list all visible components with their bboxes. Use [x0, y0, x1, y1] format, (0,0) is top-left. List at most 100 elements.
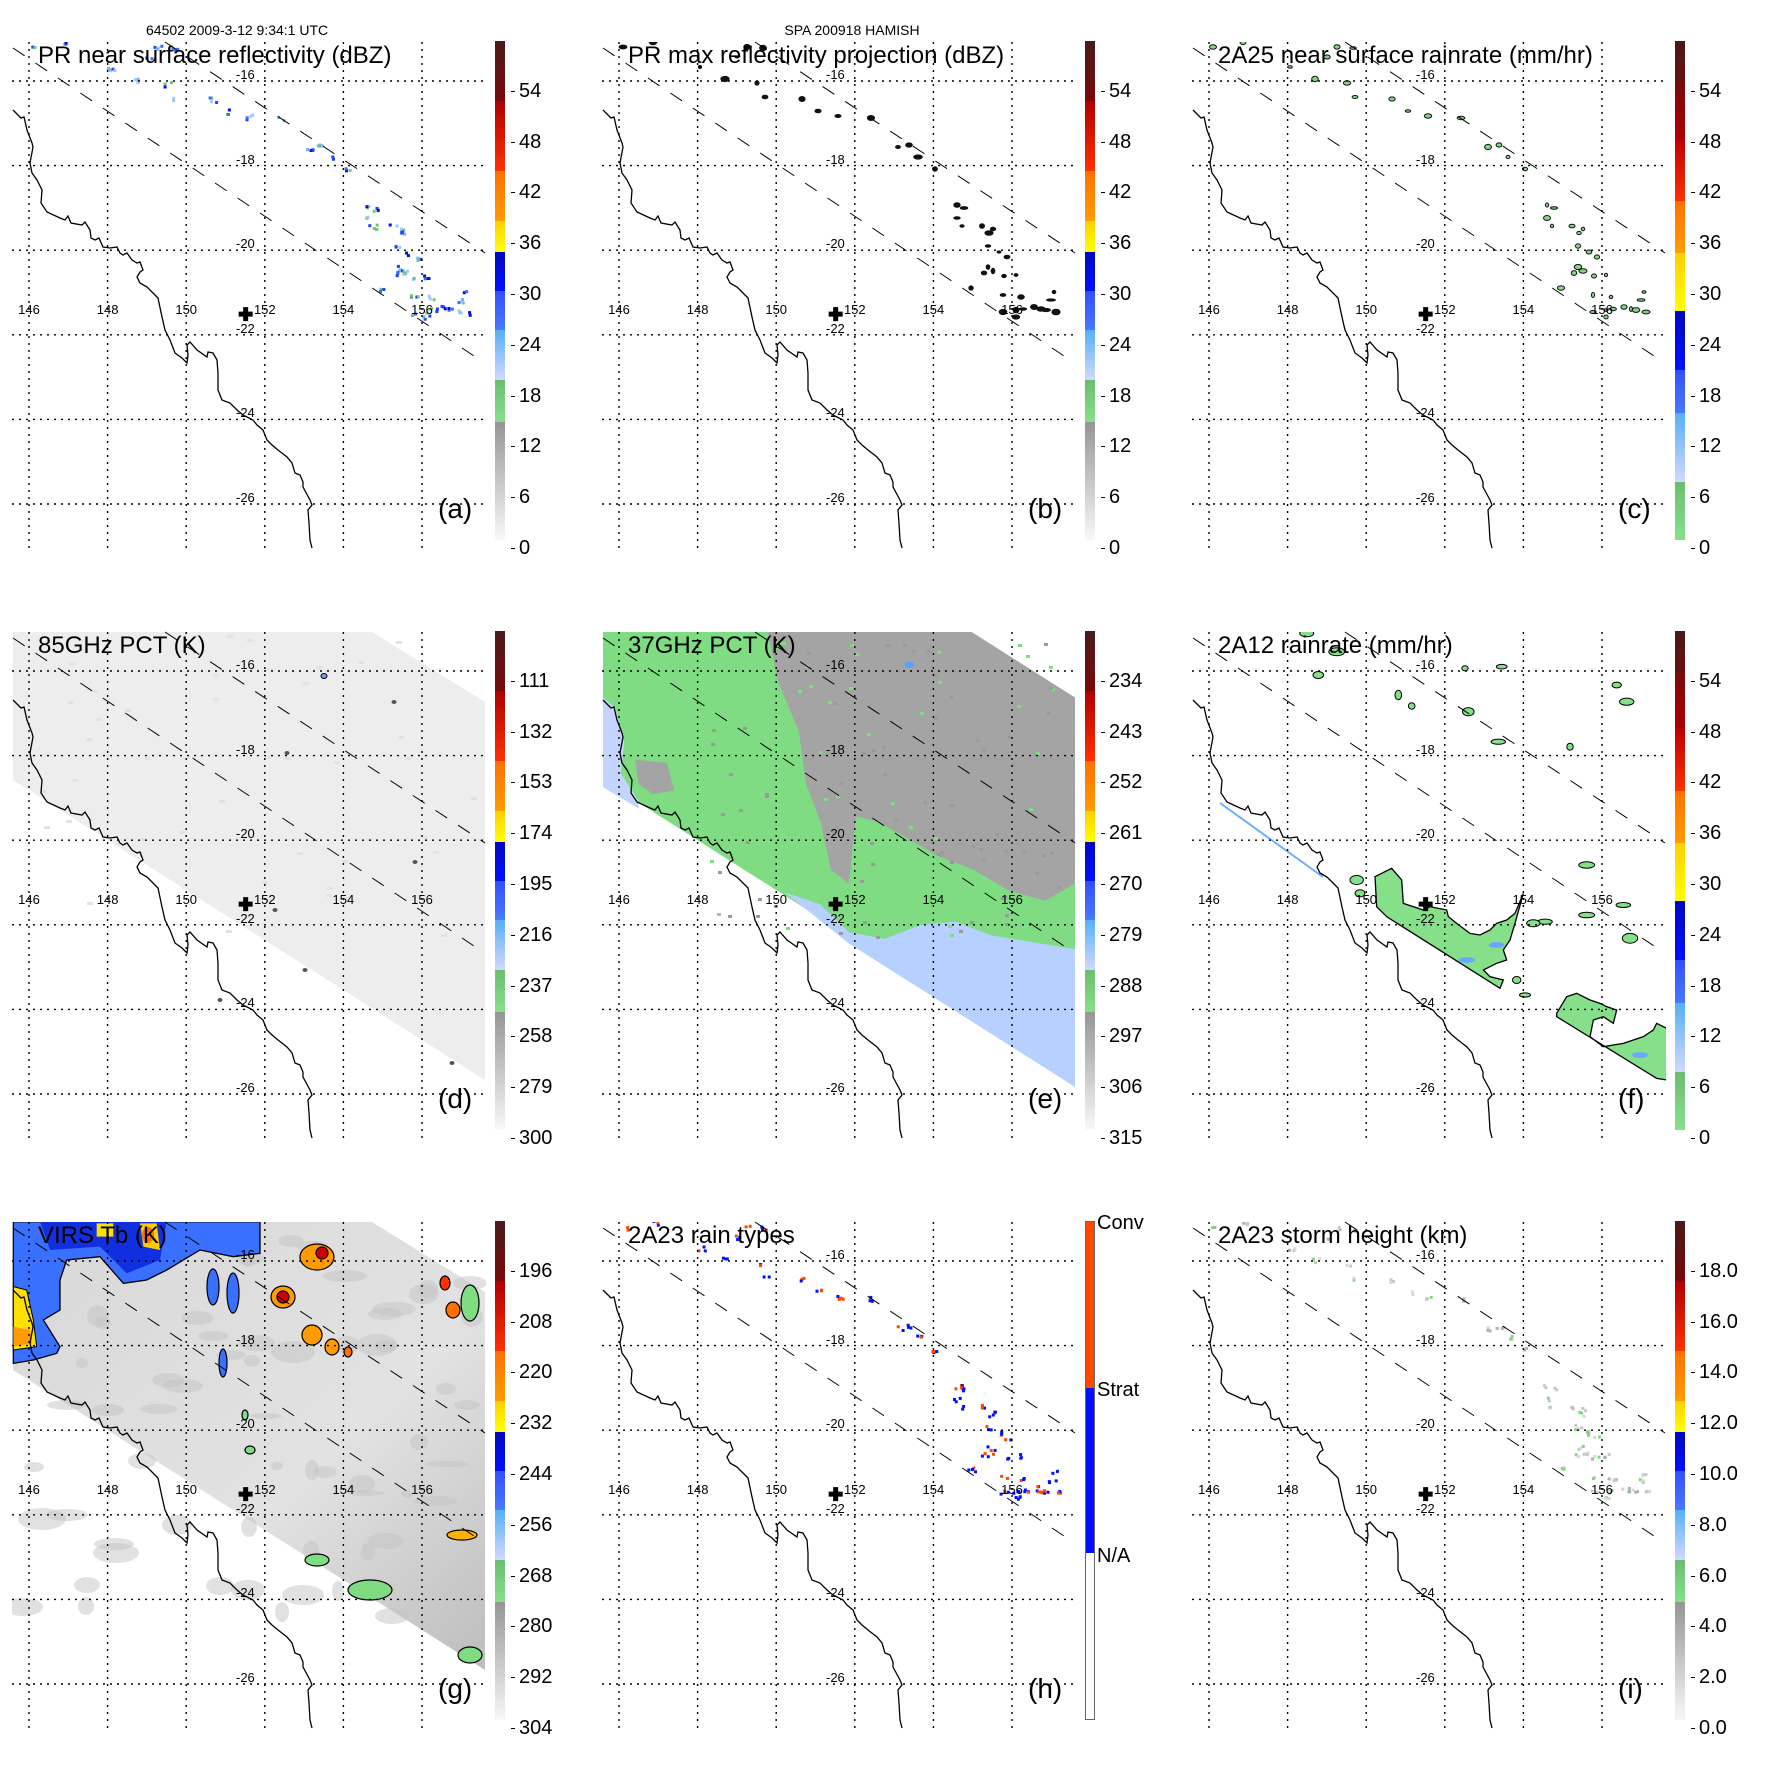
rain-cell — [1615, 902, 1632, 908]
colorbar-label: 315 — [1109, 1127, 1143, 1149]
swath-pixel — [950, 804, 954, 807]
reflectivity-echo — [422, 315, 426, 319]
max-reflectivity-echo — [985, 264, 991, 270]
rain-type-pixel — [896, 1325, 900, 1329]
swath-pixel — [721, 813, 725, 816]
storm-height-pixel — [1608, 1492, 1612, 1495]
colorbar-band — [1085, 842, 1095, 881]
colorbar-band — [495, 1470, 505, 1511]
storm-height-pixel — [1576, 1455, 1580, 1458]
max-reflectivity-echo — [754, 80, 760, 86]
rain-type-pixel — [764, 1228, 768, 1232]
colorbar-label: 232 — [519, 1412, 553, 1435]
rain-type-pixel — [1018, 1495, 1022, 1499]
rain-type-pixel — [980, 1406, 984, 1410]
storm-height-pixel — [1547, 1399, 1551, 1403]
swath-pixel — [871, 863, 875, 866]
reflectivity-echo — [405, 251, 408, 255]
colorbar-band — [1675, 253, 1685, 312]
lat-tick-label: -16 — [826, 1247, 845, 1262]
colorbar-tick — [1691, 192, 1695, 194]
storm-height-pixel — [1593, 1455, 1597, 1458]
pr-swath-edge — [602, 637, 1068, 949]
colorbar-label: 0 — [1699, 1127, 1711, 1149]
reflectivity-echo — [210, 96, 214, 100]
colorbar-band — [495, 330, 505, 381]
colorbar-tick — [1691, 548, 1695, 549]
swath-pixel — [828, 701, 832, 704]
rain-type-pixel — [1009, 1438, 1013, 1442]
colorbar-band — [1675, 413, 1685, 482]
swath-pixel — [839, 932, 843, 935]
reflectivity-echo — [462, 291, 466, 295]
colorbar-label: 12 — [1699, 1025, 1722, 1048]
colorbar-band — [1675, 1470, 1685, 1511]
max-reflectivity-echo — [1012, 306, 1020, 314]
pr-swath-edge — [164, 41, 486, 254]
map-e — [602, 631, 1076, 1139]
lat-tick-label: -20 — [1416, 236, 1435, 252]
cloud-texture — [409, 1284, 439, 1304]
rainrate-echo — [1351, 95, 1359, 99]
swath-pixel — [1036, 752, 1040, 755]
rain-type-pixel — [802, 1276, 806, 1280]
storm-height-pixel — [1574, 1423, 1578, 1427]
storm-height-pixel — [1582, 1452, 1586, 1456]
colorbar-tick — [1691, 243, 1695, 245]
rain-type-pixel — [870, 1299, 874, 1303]
colorbar-label: 0 — [519, 537, 531, 559]
rain-type-pixel — [1035, 1489, 1039, 1493]
max-reflectivity-echo — [834, 114, 842, 118]
rain-type-pixel — [1006, 1476, 1009, 1480]
colorbar-label: 48 — [1699, 130, 1722, 153]
reflectivity-echo — [108, 68, 112, 72]
cold-cloud-region — [12, 1222, 261, 1365]
lon-tick-label: 156 — [1591, 302, 1613, 317]
swath-pixel — [798, 690, 802, 693]
coastline — [602, 1289, 903, 1729]
swath-texture — [145, 757, 151, 760]
panel-title: VIRS Tb (K) — [38, 1222, 167, 1249]
colorbar-tick — [511, 1036, 515, 1038]
colorbar-band — [1085, 252, 1095, 291]
colorbar-band — [495, 1432, 505, 1471]
colorbar-label: 48 — [1699, 720, 1722, 743]
swath-pixel — [1005, 914, 1009, 917]
reflectivity-echo — [459, 311, 463, 315]
rain-type-pixel — [836, 1295, 840, 1298]
storm-height-pixel — [1462, 1299, 1465, 1303]
swath-texture — [471, 797, 477, 800]
swath-pixel — [950, 934, 954, 937]
storm-height-pixel — [1318, 1257, 1322, 1261]
figure-header-orbit: 64502 2009-3-12 9:34:1 UTC — [146, 22, 329, 38]
storm-height-pixel — [1355, 1229, 1359, 1233]
swath-texture — [125, 709, 131, 712]
rain-type-pixel — [989, 1449, 993, 1453]
lat-tick-label: -18 — [1416, 741, 1435, 757]
reflectivity-echo — [375, 228, 379, 232]
swath-texture — [303, 682, 309, 685]
colorbar-tick — [1101, 497, 1105, 499]
cloud-texture — [425, 1461, 469, 1467]
storm-height-pixel — [1612, 1478, 1616, 1482]
swath-pixel — [1047, 712, 1051, 715]
reflectivity-echo — [155, 47, 159, 51]
reflectivity-echo — [209, 100, 213, 104]
colorbar-label: 208 — [519, 1310, 553, 1333]
lon-tick-label: 152 — [1433, 1482, 1456, 1497]
lon-tick-label: 154 — [1512, 302, 1535, 317]
lon-tick-label: 148 — [1276, 892, 1299, 907]
colorbar-band — [1675, 960, 1685, 1004]
lon-tick-label: 148 — [686, 892, 709, 907]
colorbar-tick — [511, 1423, 515, 1425]
cross-icon — [1418, 307, 1433, 322]
colorbar-tick — [1691, 1270, 1695, 1272]
cloud-texture — [335, 1336, 359, 1354]
rain-type-pixel — [1023, 1490, 1027, 1494]
cloud-texture — [94, 1538, 134, 1550]
rainrate-echo — [1484, 143, 1492, 151]
reflectivity-echo — [428, 308, 432, 311]
rain-type-pixel — [1019, 1456, 1023, 1460]
cloud-texture — [401, 1490, 413, 1498]
swath-pixel — [756, 915, 760, 918]
